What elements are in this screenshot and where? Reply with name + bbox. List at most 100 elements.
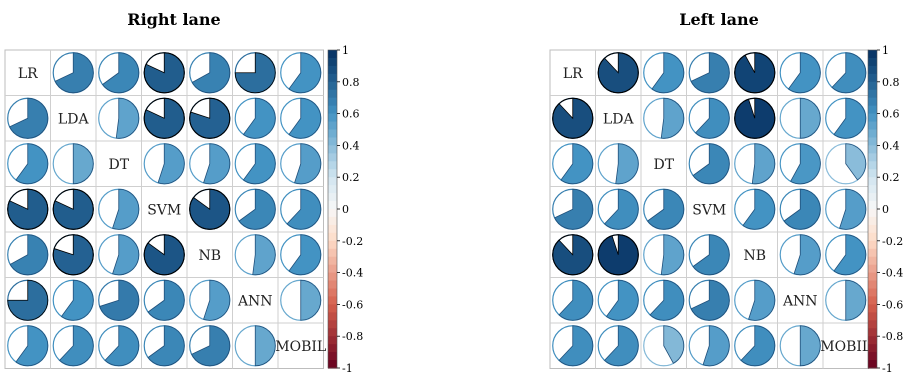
pie-cell <box>552 143 594 185</box>
right-lane-title: Right lane <box>127 10 220 29</box>
pie-cell <box>597 234 639 276</box>
pie-cell <box>98 234 140 276</box>
pie-cell <box>280 234 322 276</box>
pie-cell <box>7 97 49 139</box>
pie-cell <box>280 52 322 94</box>
colorbar-tick-label: 0 <box>882 203 889 216</box>
colorbar-tick-label: 0.8 <box>882 76 900 89</box>
pie-cell <box>7 143 49 185</box>
pie-cell <box>825 234 867 276</box>
pie-cell <box>143 325 185 367</box>
pie-cell <box>597 325 639 367</box>
variable-label: ANN <box>237 293 273 309</box>
pie-cell <box>234 52 276 94</box>
pie-cell <box>234 234 276 276</box>
pie-cell <box>143 143 185 185</box>
pie-cell <box>597 52 639 94</box>
pie-cell <box>98 52 140 94</box>
variable-label: SVM <box>692 202 726 218</box>
pie-cell <box>189 188 231 230</box>
colorbar-tick-label: -0.8 <box>342 330 363 343</box>
colorbar-tick-label: 0.2 <box>342 171 360 184</box>
pie-cell <box>825 97 867 139</box>
pie-cell <box>189 143 231 185</box>
pie-cell <box>234 143 276 185</box>
pie-cell <box>143 97 185 139</box>
variable-label: LR <box>18 66 38 82</box>
pie-cell <box>7 188 49 230</box>
pie-cell <box>734 97 776 139</box>
variable-label: MOBIL <box>275 339 326 355</box>
pie-cell <box>688 234 730 276</box>
pie-cell <box>734 143 776 185</box>
pie-cell <box>597 188 639 230</box>
colorbar-tick-label: -0.6 <box>342 298 363 311</box>
pie-cell <box>7 234 49 276</box>
pie-cell <box>643 97 685 139</box>
pie-cell <box>597 143 639 185</box>
pie-cell <box>779 52 821 94</box>
pie-cell <box>734 52 776 94</box>
pie-cell <box>688 97 730 139</box>
colorbar: 1 0.8 0.6 0.4 0.2 0 -0.2 -0.4 -0.6 -0.8 -1 <box>867 44 903 372</box>
pie-cell <box>643 52 685 94</box>
variable-label: SVM <box>147 202 181 218</box>
pie-cell <box>98 325 140 367</box>
pie-cell <box>643 188 685 230</box>
variable-label: MOBIL <box>820 339 871 355</box>
pie-cell <box>643 234 685 276</box>
pie-cell <box>688 325 730 367</box>
variable-label: LR <box>563 66 583 82</box>
pie-cell <box>280 279 322 321</box>
variable-label: NB <box>198 248 221 264</box>
variable-label: LDA <box>603 111 635 127</box>
colorbar-tick-label: -0.6 <box>882 298 903 311</box>
pie-cell <box>98 279 140 321</box>
pie-cell <box>825 143 867 185</box>
pie-cell <box>98 188 140 230</box>
pie-cell <box>779 188 821 230</box>
pie-cell <box>779 325 821 367</box>
colorbar-tick-label: 0.4 <box>342 139 360 152</box>
colorbar-tick-label: 0.6 <box>882 108 900 121</box>
pie-cell <box>189 325 231 367</box>
pie-cell <box>234 188 276 230</box>
pie-cell <box>7 279 49 321</box>
colorbar-tick-label: 1 <box>342 44 349 57</box>
colorbar-tick-label: 0.2 <box>882 171 900 184</box>
colorbar-tick-label: -0.8 <box>882 330 903 343</box>
pie-cell <box>52 188 94 230</box>
pie-cell <box>552 234 594 276</box>
variable-label: LDA <box>58 111 90 127</box>
colorbar-tick-label: -1 <box>882 362 893 372</box>
colorbar-tick-label: 0.4 <box>882 139 900 152</box>
left-lane-panel: Left lane LR LDA DT SVM NB ANN MOBIL 1 0.8 0.6 0.4… <box>549 10 903 372</box>
colorbar-tick-label: -1 <box>342 362 353 372</box>
pie-cell <box>643 325 685 367</box>
variable-label: ANN <box>782 293 818 309</box>
pie-cell <box>52 279 94 321</box>
right-lane-panel: Right lane LR LDA DT SVM NB ANN MOBIL 1 0.8 0.6 0.… <box>4 10 363 372</box>
pie-cell <box>234 325 276 367</box>
pie-cell <box>688 52 730 94</box>
colorbar-tick-label: 0.8 <box>342 76 360 89</box>
pie-cell <box>143 52 185 94</box>
pie-cell <box>688 143 730 185</box>
pie-cell <box>825 279 867 321</box>
pie-cell <box>52 234 94 276</box>
pie-cell <box>7 325 49 367</box>
pie-cell <box>779 97 821 139</box>
colorbar-tick-label: -0.2 <box>342 235 363 248</box>
pie-cell <box>552 97 594 139</box>
pie-cell <box>52 325 94 367</box>
pie-cell <box>779 234 821 276</box>
pie-cell <box>98 97 140 139</box>
colorbar-tick-label: 0 <box>342 203 349 216</box>
pie-cell <box>189 52 231 94</box>
pie-cell <box>234 97 276 139</box>
pie-cell <box>143 279 185 321</box>
pie-cell <box>688 279 730 321</box>
pie-cell <box>643 279 685 321</box>
pie-cell <box>143 234 185 276</box>
left-lane-title: Left lane <box>679 10 759 29</box>
